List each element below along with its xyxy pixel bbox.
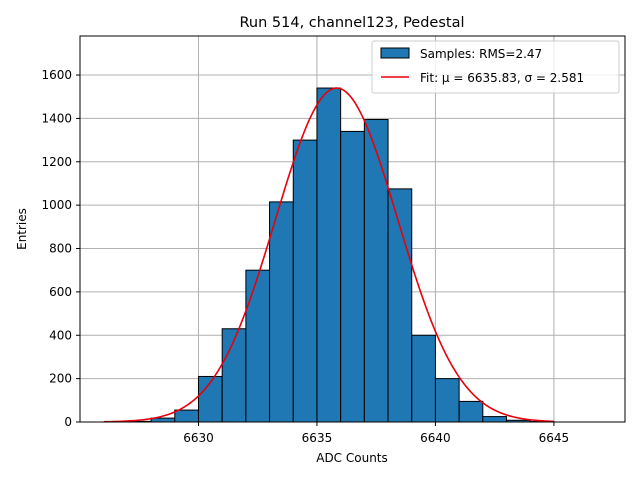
- histogram-bar: [363, 118, 389, 423]
- y-axis-ticks: 0 200 400 600 800 1000 1200 1400 1600: [41, 68, 80, 429]
- y-tick-label: 200: [49, 372, 72, 386]
- y-tick-label: 800: [49, 242, 72, 256]
- histogram-bar: [174, 409, 199, 423]
- legend: Samples: RMS=2.47 Fit: μ = 6635.83, σ = …: [371, 40, 620, 94]
- plot-frame: [79, 35, 626, 423]
- y-axis-label: Entries: [15, 208, 29, 250]
- fit-curve: [103, 87, 554, 423]
- chart-title: Run 514, channel123, Pedestal: [239, 15, 464, 31]
- histogram-bar: [221, 328, 247, 423]
- x-tick-label: 6645: [539, 431, 570, 445]
- histogram-bar: [316, 87, 342, 423]
- x-tick-label: 6630: [183, 431, 214, 445]
- y-tick-label: 1000: [41, 198, 72, 212]
- y-tick-label: 600: [49, 285, 72, 299]
- x-axis-label: ADC Counts: [316, 451, 388, 465]
- y-tick-label: 1600: [41, 68, 72, 82]
- histogram-bar: [434, 378, 460, 423]
- y-tick-label: 1200: [41, 155, 72, 169]
- x-axis-ticks: 6630 6635 6640 6645: [183, 422, 569, 445]
- legend-patch: [380, 47, 410, 59]
- x-tick-label: 6635: [302, 431, 333, 445]
- x-tick-label: 6640: [420, 431, 451, 445]
- y-tick-label: 1400: [41, 111, 72, 125]
- histogram-bar: [340, 130, 365, 423]
- legend-label-fit: Fit: μ = 6635.83, σ = 2.581: [420, 71, 584, 85]
- histogram-bar: [269, 201, 294, 423]
- histogram-bar: [458, 400, 484, 423]
- histogram-bar: [292, 139, 318, 423]
- legend-label-samples: Samples: RMS=2.47: [420, 47, 542, 61]
- histogram-bars: [126, 87, 555, 423]
- histogram-bar: [245, 269, 271, 423]
- legend-box: [371, 40, 620, 94]
- histogram-bar: [411, 334, 436, 423]
- y-tick-label: 400: [49, 328, 72, 342]
- histogram-bar: [482, 416, 508, 423]
- y-tick-label: 0: [64, 415, 72, 429]
